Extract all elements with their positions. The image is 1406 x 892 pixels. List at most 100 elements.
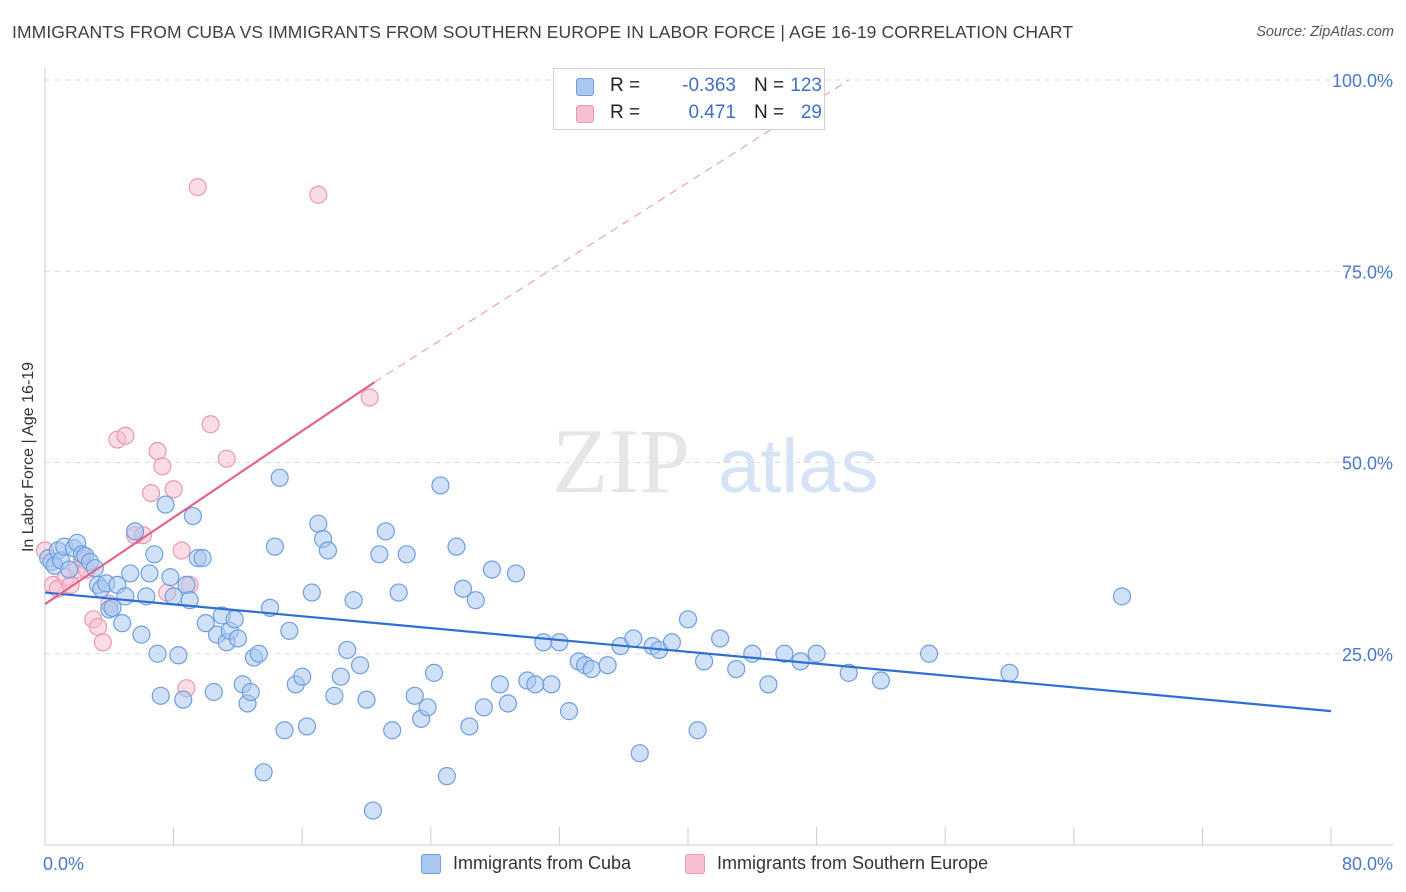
southern-europe-point: [93, 633, 112, 652]
watermark-atlas: atlas: [718, 424, 879, 509]
cuba-point: [727, 659, 746, 679]
southern-europe-point: [360, 388, 379, 407]
cuba-point: [775, 644, 794, 663]
watermark-zip: ZIP: [552, 410, 690, 512]
cuba-point: [447, 537, 466, 556]
bottom-legend-swatch-cuba: [421, 854, 441, 874]
southern-europe-point: [217, 449, 236, 468]
cuba-point: [1112, 587, 1132, 606]
cuba-point: [161, 568, 180, 587]
cuba-point: [132, 625, 151, 644]
cuba-point: [318, 541, 338, 560]
southern-europe-point: [172, 541, 191, 560]
cuba-point: [338, 640, 357, 660]
southern-europe-point: [141, 484, 161, 503]
cuba-point: [759, 675, 778, 694]
southern-europe-trend-extension: [374, 79, 850, 383]
legend-r-label: R =: [610, 75, 641, 96]
cuba-point: [871, 671, 891, 690]
cuba-point: [418, 698, 437, 717]
cuba-point: [309, 514, 328, 533]
legend-r-label: R =: [610, 102, 641, 123]
y-tick-label: 50.0%: [1342, 454, 1393, 474]
cuba-point: [196, 614, 215, 633]
southern-europe-point: [88, 617, 108, 637]
x-tick-label-min: 0.0%: [43, 854, 84, 874]
cuba-point: [743, 644, 762, 663]
cuba-point: [193, 549, 212, 568]
southern-europe-point: [164, 480, 183, 499]
cuba-point: [357, 690, 376, 709]
cuba-point: [183, 506, 202, 526]
cuba-point: [204, 682, 223, 702]
cuba-point: [559, 702, 579, 721]
cuba-point: [174, 690, 193, 709]
cuba-point: [363, 801, 383, 820]
cuba-point: [225, 610, 244, 629]
cuba-point: [151, 686, 170, 705]
southern-europe-trend-line: [44, 381, 376, 605]
cuba-point: [630, 744, 649, 763]
cuba-point: [460, 717, 479, 736]
chart-title: IMMIGRANTS FROM CUBA VS IMMIGRANTS FROM …: [12, 22, 1074, 42]
cuba-point: [254, 763, 273, 782]
cuba-point: [526, 675, 545, 694]
cuba-point: [839, 663, 858, 682]
cuba-point: [145, 545, 164, 564]
cuba-point: [397, 545, 416, 564]
southern-europe-point: [148, 441, 167, 461]
cuba-point: [711, 629, 730, 648]
cuba-point: [694, 652, 714, 671]
legend-r-value: 0.471: [688, 102, 736, 123]
watermark: ZIP atlas: [552, 410, 879, 512]
cuba-point: [688, 721, 707, 740]
y-axis-title: In Labor Force | Age 16-19: [20, 362, 37, 552]
cuba-point: [678, 610, 698, 629]
cuba-point: [60, 560, 79, 579]
cuba-point: [542, 675, 561, 694]
cuba-point: [241, 682, 260, 702]
cuba-point: [325, 686, 344, 705]
series-cuba-points: [39, 468, 1132, 820]
cuba-point: [1000, 663, 1019, 682]
southern-europe-point: [116, 426, 135, 445]
y-tick-label: 75.0%: [1342, 262, 1393, 282]
cuba-point: [383, 721, 402, 740]
cuba-point: [624, 629, 643, 648]
cuba-point: [662, 633, 682, 652]
cuba-point: [249, 644, 268, 663]
cuba-point: [598, 656, 617, 675]
y-tick-label: 100.0%: [1332, 71, 1393, 91]
trend-lines: [44, 79, 1332, 713]
cuba-point: [437, 767, 456, 786]
legend-n-label: N =: [754, 102, 785, 123]
southern-europe-point: [201, 415, 220, 434]
cuba-point: [270, 468, 289, 487]
cuba-point: [453, 579, 473, 598]
cuba-point: [350, 656, 370, 675]
cuba-point: [116, 587, 135, 606]
cuba-point: [474, 698, 493, 717]
southern-europe-point: [309, 185, 328, 204]
cuba-point: [156, 495, 175, 514]
cuba-point: [431, 476, 450, 495]
legend-n-value: 123: [790, 75, 822, 96]
legend-r-value: -0.363: [682, 75, 736, 96]
gridlines: [45, 79, 1393, 655]
cuba-point: [424, 663, 444, 682]
cuba-point: [275, 721, 294, 740]
cuba-point: [331, 667, 350, 686]
legend-n-value: 29: [800, 102, 822, 123]
cuba-point: [490, 675, 510, 694]
cuba-trend-line: [44, 591, 1332, 713]
cuba-point: [466, 591, 485, 610]
cuba-point: [293, 667, 312, 686]
y-tick-label: 25.0%: [1342, 645, 1393, 665]
source-label: Source: ZipAtlas.com: [1256, 24, 1394, 40]
cuba-point: [297, 717, 317, 736]
cuba-point: [389, 583, 408, 602]
cuba-point: [550, 633, 569, 652]
cuba-point: [169, 646, 188, 665]
stats-legend: R = -0.363 N = 123 R = 0.471 N = 29: [553, 68, 825, 130]
